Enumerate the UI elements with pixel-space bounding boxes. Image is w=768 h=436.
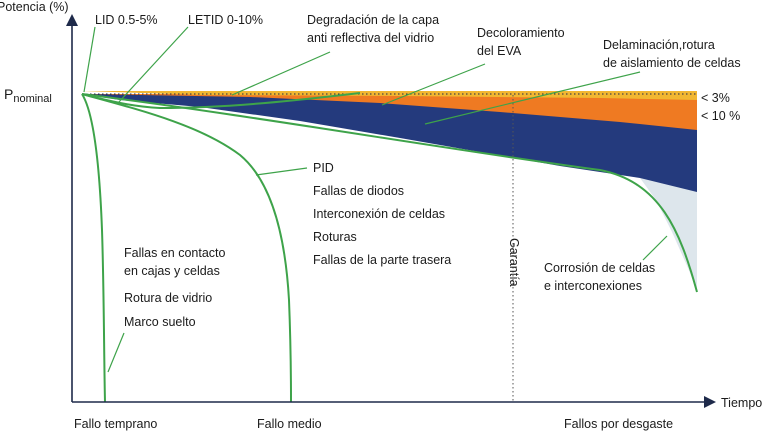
mid-cause-4: Fallas de la parte trasera (313, 253, 451, 267)
navy-band (82, 94, 697, 192)
early-cause-1: Fallas en contacto (124, 246, 225, 260)
delam-label-2: de aislamiento de celdas (603, 56, 741, 70)
p-nominal-main: P (4, 86, 13, 102)
wearout-curve (81, 93, 698, 293)
medium-failure-label: Fallo medio (257, 417, 322, 431)
three-pct-label: < 3% (701, 91, 730, 105)
mid-cause-3: Roturas (313, 230, 357, 244)
ten-pct-label: < 10 % (701, 109, 740, 123)
leader-corrosion (642, 235, 668, 261)
eva-label-2: del EVA (477, 44, 522, 58)
letid-label: LETID 0-10% (188, 13, 263, 27)
leader-letid (117, 26, 189, 104)
early-failure-label: Fallo temprano (74, 417, 157, 431)
lid-label: LID 0.5-5% (95, 13, 158, 27)
degradation-label-1: Degradación de la capa (307, 13, 439, 27)
mid-cause-1: Fallas de diodos (313, 184, 404, 198)
corrosion-label-1: Corrosión de celdas (544, 261, 655, 275)
x-axis-label: Tiempo (721, 396, 762, 410)
early-cause-4: Marco suelto (124, 315, 196, 329)
leader-eva (381, 63, 486, 106)
medium-failure-curve (81, 93, 292, 403)
p-nominal-sub: nominal (13, 93, 52, 105)
mid-cause-2: Interconexión de celdas (313, 207, 445, 221)
leader-degradation (231, 51, 331, 96)
delam-label-1: Delaminación,rotura (603, 38, 715, 52)
early-cause-2: en cajas y celdas (124, 264, 220, 278)
leader-lid (83, 26, 96, 93)
leader-pid (255, 167, 308, 176)
orange-band (82, 94, 697, 130)
warranty-label: Garantía (507, 238, 521, 287)
y-axis-arrow-icon (66, 14, 78, 26)
wearout-failure-label: Fallos por desgaste (564, 417, 673, 431)
leader-delam (424, 71, 641, 125)
lid-curve (81, 92, 361, 110)
mid-cause-0: PID (313, 161, 334, 175)
degradation-label-2: anti reflectiva del vidrio (307, 31, 434, 45)
light-blue-band (640, 178, 697, 290)
eva-label-1: Decoloramiento (477, 26, 565, 40)
p-nominal-label: Pnominal (4, 86, 52, 105)
y-axis-label: Potencia (%) (0, 0, 69, 14)
early-failure-curve (81, 93, 106, 403)
x-axis-arrow-icon (704, 396, 716, 408)
leader-early (107, 332, 125, 373)
early-cause-3: Rotura de vidrio (124, 291, 212, 305)
corrosion-label-2: e interconexiones (544, 279, 642, 293)
